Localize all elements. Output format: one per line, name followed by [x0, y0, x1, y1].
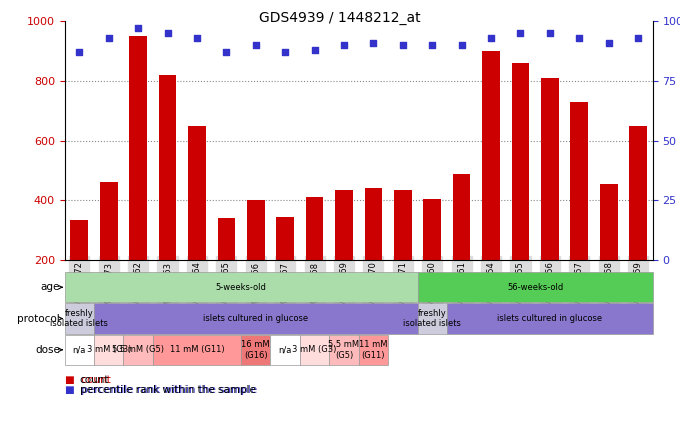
Point [221, 49, 232, 55]
Point [603, 39, 614, 46]
Text: protocol: protocol [17, 313, 60, 324]
Point [309, 47, 320, 53]
Text: n/a: n/a [279, 345, 292, 354]
Text: 5.5 mM
(G5): 5.5 mM (G5) [328, 340, 360, 360]
Point [192, 35, 203, 41]
Bar [364, 189, 382, 260]
Point [486, 35, 496, 41]
Bar [394, 190, 411, 260]
Point [545, 30, 556, 36]
Point [133, 25, 143, 32]
Bar [482, 51, 500, 260]
Text: GDS4939 / 1448212_at: GDS4939 / 1448212_at [259, 11, 421, 25]
Text: ■  percentile rank within the sample: ■ percentile rank within the sample [65, 385, 257, 396]
Text: freshly
isolated islets: freshly isolated islets [50, 309, 108, 328]
Bar [100, 182, 118, 260]
Bar [306, 198, 324, 260]
Text: n/a: n/a [73, 345, 86, 354]
Point [250, 42, 261, 49]
Bar [158, 75, 176, 260]
Point [632, 35, 643, 41]
Text: 11 mM (G11): 11 mM (G11) [169, 345, 224, 354]
Bar [453, 173, 471, 260]
Point [427, 42, 438, 49]
Text: freshly
isolated islets: freshly isolated islets [403, 309, 461, 328]
Text: 16 mM
(G16): 16 mM (G16) [241, 340, 270, 360]
Bar [541, 78, 559, 260]
Point [74, 49, 85, 55]
Text: count: count [80, 375, 109, 385]
Text: 56-weeks-old: 56-weeks-old [507, 283, 563, 292]
Text: 5.5 mM (G5): 5.5 mM (G5) [112, 345, 164, 354]
Bar [188, 126, 206, 260]
Bar [247, 201, 265, 260]
Bar [276, 217, 294, 260]
Text: age: age [41, 282, 60, 292]
Bar [71, 220, 88, 260]
Text: islets cultured in glucose: islets cultured in glucose [497, 314, 602, 323]
Bar [571, 102, 588, 260]
Bar [129, 36, 147, 260]
Text: ■  count: ■ count [65, 375, 110, 385]
Text: 11 mM
(G11): 11 mM (G11) [359, 340, 388, 360]
Text: percentile rank within the sample: percentile rank within the sample [80, 385, 256, 396]
Point [103, 35, 114, 41]
Bar [335, 190, 353, 260]
Text: dose: dose [35, 345, 60, 355]
Point [397, 42, 408, 49]
Text: 3 mM (G3): 3 mM (G3) [86, 345, 131, 354]
Bar [218, 218, 235, 260]
Bar [600, 184, 617, 260]
Bar [511, 63, 529, 260]
Point [574, 35, 585, 41]
Point [368, 39, 379, 46]
Bar [424, 199, 441, 260]
Bar [629, 126, 647, 260]
Point [456, 42, 467, 49]
Text: islets cultured in glucose: islets cultured in glucose [203, 314, 308, 323]
Text: 3 mM (G3): 3 mM (G3) [292, 345, 337, 354]
Text: 5-weeks-old: 5-weeks-old [216, 283, 267, 292]
Point [279, 49, 290, 55]
Point [515, 30, 526, 36]
Point [339, 42, 350, 49]
Point [162, 30, 173, 36]
